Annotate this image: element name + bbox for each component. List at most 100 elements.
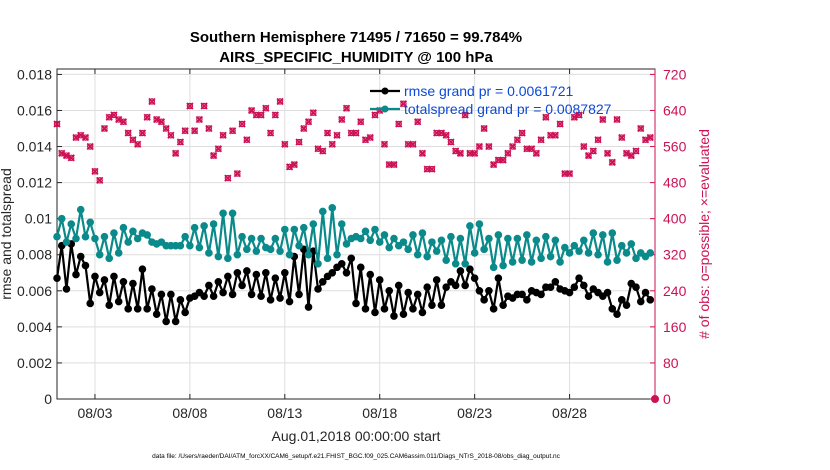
rmse-point (622, 301, 631, 310)
obs-possible-point (428, 165, 436, 173)
obs-evaluated-point (214, 145, 223, 153)
rmse-point (138, 265, 147, 273)
rmse-point (636, 297, 645, 306)
rmse-point (380, 305, 389, 313)
rmse-point (613, 310, 621, 319)
rmse-point (466, 265, 474, 273)
totalspread-point (318, 207, 327, 216)
totalspread-point (72, 234, 80, 243)
obs-possible-point (585, 152, 592, 159)
totalspread-point (603, 258, 612, 266)
totalspread-point (442, 256, 450, 264)
obs-evaluated-point (428, 165, 436, 173)
obs-evaluated-point (461, 111, 469, 119)
obs-possible-point (499, 156, 507, 164)
rmse-point (167, 290, 175, 299)
obs-possible-point (124, 129, 132, 137)
obs-evaluated-point (508, 142, 517, 151)
obs-possible-point (234, 170, 241, 177)
rmse-point (252, 270, 261, 279)
rmse-point (176, 296, 185, 304)
rmse-point (124, 305, 132, 313)
rmse-point (209, 292, 218, 301)
totalspread-point (100, 232, 109, 241)
obs-possible-point (177, 138, 184, 146)
obs-evaluated-stroke (281, 140, 289, 148)
totalspread-point (228, 209, 237, 218)
totalspread-point (504, 234, 512, 243)
obs-evaluated-point (513, 136, 522, 144)
obs-evaluated-stroke (243, 136, 251, 144)
totalspread-point (129, 227, 137, 236)
obs-evaluated-point (480, 124, 488, 133)
obs-possible-point (604, 150, 611, 157)
rmse-point (432, 276, 441, 284)
obs-evaluated-point (395, 120, 403, 128)
obs-possible-point (257, 111, 265, 119)
totalspread-point (299, 223, 308, 232)
obs-possible-point (139, 129, 146, 137)
obs-evaluated-stroke (290, 160, 298, 169)
obs-possible-point (395, 120, 402, 128)
obs-evaluated-stroke (603, 149, 612, 157)
obs-evaluated-point (119, 118, 128, 126)
obs-evaluated-stroke (395, 120, 403, 128)
rmse-point (100, 276, 109, 284)
rmse-point (399, 310, 408, 319)
x-tick-label: 08/23 (457, 405, 492, 421)
rmse-point (266, 296, 275, 304)
totalspread-point (304, 250, 313, 259)
rmse-point (603, 288, 612, 297)
obs-possible-point (381, 141, 388, 148)
y-tick-label-right: 80 (663, 355, 679, 371)
totalspread-point (523, 231, 531, 239)
legend-marker-1 (381, 105, 389, 113)
obs-evaluated-point (157, 118, 166, 126)
obs-evaluated-stroke (205, 124, 213, 133)
obs-evaluated-point (551, 131, 559, 139)
totalspread-point (195, 243, 204, 252)
obs-evaluated-stroke (442, 131, 450, 139)
totalspread-point (613, 256, 621, 264)
totalspread-point (608, 229, 617, 237)
x-tick-label: 08/03 (77, 405, 112, 421)
totalspread-point (466, 222, 474, 230)
obs-evaluated-point (224, 174, 232, 182)
totalspread-point (527, 258, 536, 266)
obs-evaluated-stroke (172, 149, 180, 157)
obs-possible-point (476, 143, 483, 150)
obs-evaluated-stroke (148, 97, 156, 106)
totalspread-point (409, 231, 417, 239)
totalspread-point (561, 243, 569, 252)
y-tick-label-right: 400 (663, 211, 687, 227)
totalspread-point (271, 234, 280, 243)
obs-evaluated-point (238, 120, 246, 128)
obs-evaluated-stroke (143, 113, 151, 121)
obs-evaluated-stroke (380, 140, 389, 148)
obs-evaluated-stroke (176, 138, 185, 146)
totalspread-point (580, 236, 588, 245)
y-tick-label-left: 0.004 (17, 319, 52, 335)
rmse-point (328, 268, 337, 277)
obs-possible-point (442, 132, 450, 139)
obs-possible-point (53, 120, 61, 128)
obs-evaluated-point (228, 127, 237, 135)
obs-evaluated-stroke (190, 127, 199, 135)
obs-possible-point (390, 161, 398, 168)
obs-possible-point (632, 147, 640, 155)
rmse-point (551, 277, 560, 286)
obs-evaluated-stroke (129, 136, 137, 144)
totalspread-point (380, 231, 389, 239)
obs-possible-point (167, 132, 175, 139)
obs-possible-point (205, 125, 213, 132)
y-tick-label-right: 160 (663, 319, 687, 335)
obs-evaluated-point (366, 133, 374, 142)
obs-possible-point (457, 150, 464, 157)
obs-evaluated-stroke (418, 149, 427, 157)
obs-evaluated-stroke (100, 124, 109, 133)
obs-evaluated-stroke (338, 115, 346, 124)
totalspread-point (546, 252, 555, 261)
totalspread-point (309, 220, 318, 228)
rmse-point (461, 281, 469, 290)
obs-possible-point (96, 177, 103, 184)
